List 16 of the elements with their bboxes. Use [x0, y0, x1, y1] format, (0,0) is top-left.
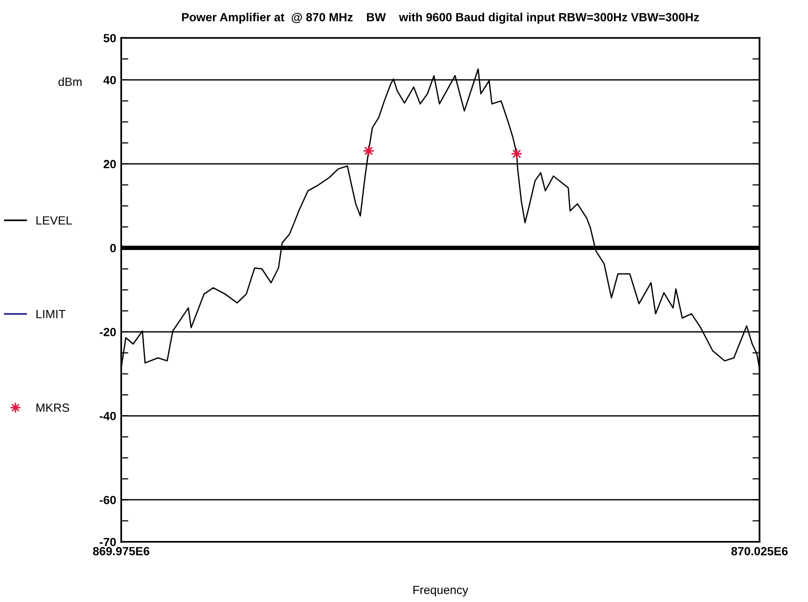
- y-axis-title: dBm: [58, 77, 82, 86]
- x-tick-label: 869.975E6: [93, 546, 150, 556]
- y-tick-label: 40: [103, 76, 116, 84]
- y-tick-label: 50: [104, 34, 116, 42]
- y-tick-label: 0: [110, 244, 116, 252]
- legend-label: MKRS: [36, 404, 70, 412]
- y-tick-label: -60: [100, 496, 116, 504]
- y-tick-label: -70: [100, 538, 116, 546]
- x-tick-label: 870.025E6: [731, 546, 788, 556]
- y-tick-label: -20: [100, 328, 116, 336]
- y-tick-label: 20: [104, 160, 116, 168]
- chart-title: Power Amplifier at @ 870 MHz BW with 9600 Baud digital input RBW=300Hz VBW=300Hz: [182, 12, 700, 24]
- legend-label: LEVEL: [36, 216, 72, 224]
- legend-label: LIMIT: [36, 310, 66, 318]
- x-axis-title: Frequency: [413, 586, 468, 596]
- y-tick-label: -40: [100, 412, 116, 420]
